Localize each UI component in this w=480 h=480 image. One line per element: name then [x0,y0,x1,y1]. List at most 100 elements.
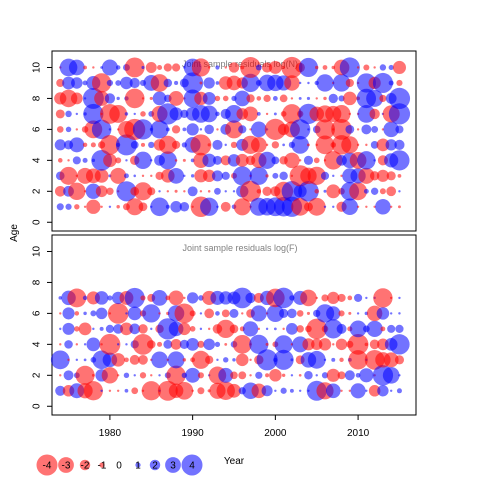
panel-2-residual-bubble [364,342,369,347]
panel-2-residual-bubble [151,351,168,369]
panel-2-residual-bubble [163,339,173,349]
panel-2-residual-bubble [205,355,214,364]
panel-2-residual-bubble [62,307,75,320]
panel-2-residual-bubble [116,374,120,377]
panel-1-residual-bubble [238,125,247,134]
panel-2-residual-bubble [78,322,92,336]
panel-1-residual-bubble [376,138,390,152]
panel-1-residual-bubble [75,112,79,116]
panel-1-residual-bubble [104,93,116,104]
panel-1-residual-bubble [202,153,216,168]
panel-1-residual-bubble [240,57,261,78]
panel-1-residual-bubble [394,139,405,150]
panel-2-residual-bubble [347,333,369,355]
panel-1-residual-bubble [369,171,380,181]
panel-1-residual-bubble [282,104,302,124]
panel-2-residual-bubble [59,374,62,377]
legend-bubble [135,462,141,468]
panel-1-residual-bubble [272,172,279,179]
panel-1-frame [51,50,417,232]
panel-1-residual-bubble [216,128,219,131]
panel-1-residual-bubble [383,121,399,138]
panel-2-residual-bubble [282,327,285,331]
panel-1-residual-bubble [224,66,227,69]
panel-1-residual-bubble [230,141,238,149]
panel-1-residual-bubble [158,190,161,193]
panel-1-residual-bubble [165,127,170,132]
panel-1-residual-bubble [332,205,335,208]
panel-2-residual-bubble [107,303,129,324]
panel-1-residual-bubble [376,169,389,182]
panel-1-residual-bubble [85,183,101,199]
panel-2-y-tick-label: 2 [32,372,43,378]
panel-2-residual-bubble [178,322,191,336]
panel-2-residual-bubble [116,343,120,346]
panel-2-residual-bubble [138,324,148,334]
panel-1-residual-bubble [249,166,268,185]
panel-2-residual-bubble [83,381,103,401]
panel-2-residual-bubble [348,350,368,370]
panel-2-residual-bubble [273,287,294,309]
panel-1-residual-bubble [356,128,360,131]
panel-1-residual-bubble [106,187,114,196]
panel-1-residual-bubble [225,120,243,139]
panel-1-residual-bubble [348,112,352,116]
panel-1-residual-bubble [398,205,401,209]
panel-1-residual-bubble [340,174,343,178]
panel-1-residual-bubble [373,66,376,69]
panel-1-residual-bubble [290,119,311,140]
panel-1-residual-bubble [307,128,310,131]
panel-1-residual-bubble [221,171,230,180]
panel-2-residual-bubble [389,389,393,392]
panel-1-residual-bubble [65,110,72,118]
panel-1-residual-bubble [214,95,221,102]
panel-1-residual-bubble [298,81,302,85]
panel-1-residual-bubble [341,136,359,154]
panel-2-residual-bubble [387,324,396,333]
legend-label: 1 [135,461,141,472]
panel-2-residual-bubble [394,355,405,365]
panel-2-residual-bubble [90,310,97,317]
panel-2-residual-bubble [59,327,62,331]
panel-1-residual-bubble [345,125,355,134]
panel-1-residual-bubble [200,105,218,123]
panel-2-residual-bubble [82,295,88,301]
panel-2-residual-bubble [218,367,234,383]
panel-1-residual-bubble [190,174,195,178]
panel-1-y-tick-label: 8 [32,95,43,101]
panel-2-residual-bubble [94,291,109,305]
panel-1-residual-bubble [163,78,173,88]
panel-2-residual-bubble [350,383,366,399]
panel-1-residual-bubble [68,182,86,200]
panel-1-residual-bubble [264,118,286,140]
panel-1-residual-bubble [165,204,170,209]
panel-1-residual-bubble [222,95,229,102]
panel-1-residual-bubble [171,63,181,72]
panel-2-residual-bubble [298,373,302,377]
panel-2-residual-bubble [238,371,247,380]
panel-2-residual-bubble [373,288,393,308]
panel-2-residual-bubble [124,357,129,363]
panel-2-residual-bubble [315,374,318,377]
panel-1-residual-bubble [307,166,326,185]
panel-1-residual-bubble [214,187,221,195]
panel-1-residual-bubble [211,170,223,182]
panel-2-residual-bubble [300,289,317,307]
panel-1-residual-bubble [199,190,203,193]
panel-1-residual-bubble [82,80,88,86]
panel-1-residual-bubble [272,96,278,101]
panel-2-residual-bubble [67,358,70,362]
panel-1-residual-bubble [388,80,394,86]
panel-1-residual-bubble [204,124,214,135]
panel-2-residual-bubble [147,340,156,349]
panel-1-residual-bubble [365,205,368,208]
panel-1-residual-bubble [315,65,319,70]
panel-1-residual-bubble [207,143,211,147]
panel-1-residual-bubble [203,77,215,89]
panel-1-residual-bubble [170,201,182,213]
panel-1-residual-bubble [141,65,145,70]
panel-1-residual-bubble [124,88,145,109]
panel-1-residual-bubble [379,188,386,195]
panel-1-residual-bubble [109,104,128,123]
panel-1-residual-bubble [124,112,129,116]
